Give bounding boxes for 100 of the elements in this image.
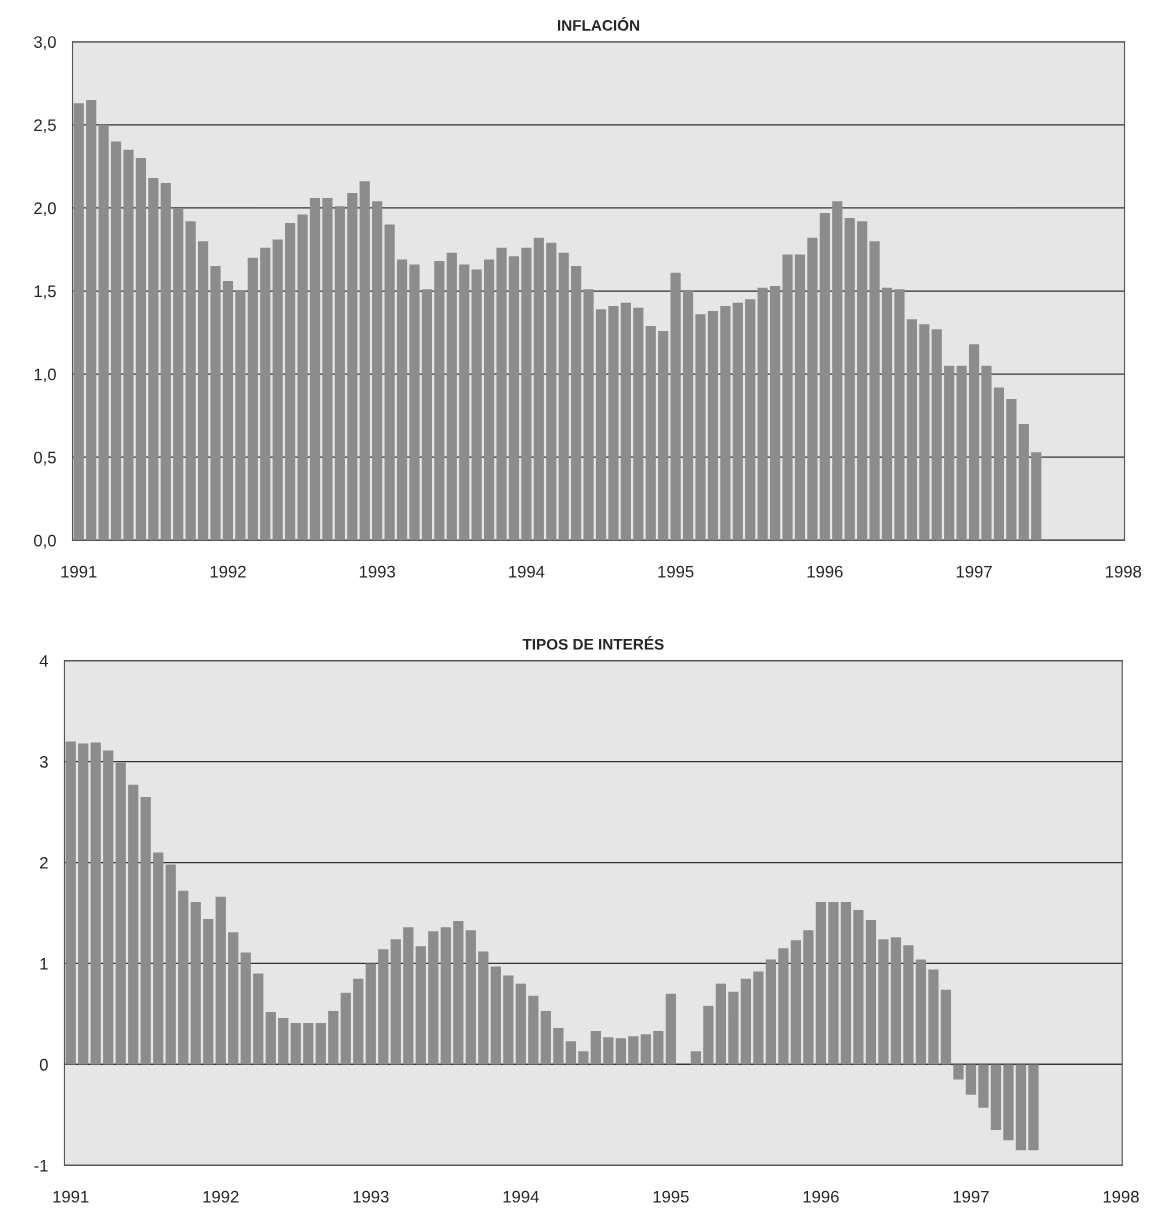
bar [173,207,184,541]
bar [903,945,914,1065]
x-tick-label: 1995 [653,1190,689,1203]
bar [690,1051,701,1065]
bar [803,930,814,1065]
bar [578,1051,589,1065]
x-tick-label: 1994 [503,1190,539,1203]
bar [865,920,877,1065]
bar [340,992,351,1065]
bar [853,909,864,1065]
bar [790,940,802,1065]
bar [968,344,980,541]
chart-title: INFLACIÓN [557,17,640,31]
bar [953,1064,964,1080]
bar [98,124,109,541]
bar [90,742,101,1065]
bar [334,206,345,541]
bar [981,365,992,541]
bar [415,946,426,1065]
bar [378,949,389,1065]
bar [434,261,445,541]
bar [123,149,134,541]
bar [857,221,868,541]
bar [428,931,439,1065]
bar [490,966,501,1065]
bar [197,241,209,541]
bar [665,993,676,1065]
bar [595,309,607,541]
bar [160,183,171,541]
bar [670,272,681,541]
bar [546,242,557,541]
bar [944,365,955,541]
bar [521,247,532,541]
y-tick-label: 3,0 [34,36,56,50]
bar [153,852,164,1065]
bar [148,178,159,541]
bar [890,937,902,1065]
bar [881,287,893,541]
chart-title: TIPOS DE INTERÉS [522,636,664,650]
bar [628,1036,639,1065]
bar [110,141,122,541]
bar [740,978,752,1065]
bar [533,237,544,541]
bar [265,1011,276,1065]
bar [919,324,930,541]
bar [1018,423,1029,541]
bar [653,1031,664,1065]
bar [695,314,706,541]
bar [732,302,743,541]
bar [931,329,942,541]
bar [553,1028,564,1065]
bar [140,796,151,1065]
bar [78,743,89,1065]
bar [409,264,420,541]
x-tick-label: 1997 [953,1190,989,1203]
bar [990,1064,1002,1131]
bar [745,299,756,541]
y-tick-label: 1,0 [34,368,56,383]
bar [869,241,880,541]
y-tick-label: 3 [39,756,48,768]
bar [115,762,126,1065]
bar [210,266,221,541]
bar [993,387,1005,541]
bar [757,287,768,541]
bar [770,286,781,541]
y-tick-label: 0,5 [34,451,56,466]
bar [703,1005,714,1065]
bar [347,192,358,541]
bar [372,201,383,541]
bar [465,930,476,1065]
bar [503,975,514,1065]
bar [471,269,482,541]
y-tick-label: 2,5 [34,119,56,134]
bar [235,291,246,541]
bar [1003,1064,1014,1141]
bar [1028,1064,1039,1151]
bar [782,254,793,541]
bar [728,991,739,1065]
bar [103,750,114,1065]
bar [528,995,539,1065]
bar [615,1038,626,1065]
bar [571,266,582,541]
bar [915,959,927,1065]
bar [272,239,283,541]
bar [620,302,631,541]
bar [396,259,408,541]
bar [807,237,818,541]
y-tick-label: 1,5 [34,285,56,300]
bar [222,281,234,541]
x-tick-label: 1996 [803,1190,839,1203]
bar [844,217,855,541]
bar [928,969,939,1065]
bar [278,1018,289,1065]
bar [185,221,196,541]
y-tick-label: -1 [34,1159,48,1172]
bar [446,252,457,541]
bar [390,939,401,1065]
bar [558,252,569,541]
bar [794,254,806,541]
bar [322,197,333,541]
